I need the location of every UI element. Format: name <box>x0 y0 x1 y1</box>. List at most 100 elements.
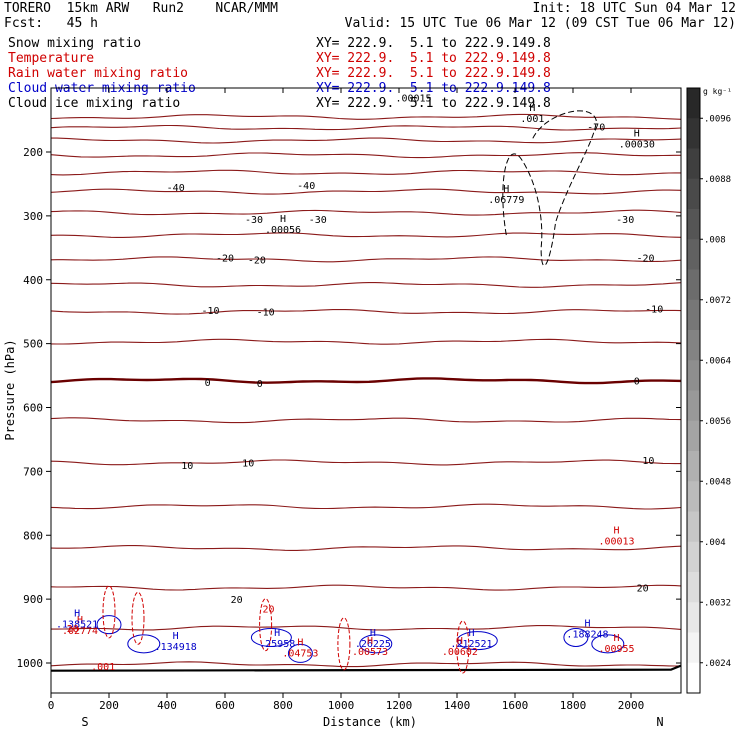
contour-label: 20 <box>262 605 274 616</box>
maximum-value: .001 <box>520 114 544 125</box>
temperature-contour <box>50 256 682 263</box>
temperature-label: 20 <box>637 584 649 595</box>
cloud-ice-contour <box>502 110 597 266</box>
legend-rain-xy: XY= 222.9. 5.1 to 222.9.149.8 <box>316 66 551 81</box>
temperature-label: -30 <box>245 215 263 226</box>
maximum-value: .138521 <box>56 620 98 631</box>
temperature-contours <box>50 113 682 672</box>
colorbar-tick-label: .004 <box>704 538 726 548</box>
init-time: Init: 18 UTC Sun 04 Mar 12 <box>532 1 737 16</box>
maximum-marker: H <box>503 184 509 195</box>
maximum-marker: H <box>280 214 286 225</box>
maximum-marker: H <box>297 637 303 648</box>
colorbar-tick-label: .0056 <box>704 417 731 427</box>
cloud-water-contour <box>287 643 313 663</box>
y-tick-label: 1000 <box>17 657 44 670</box>
temperature-label: 10 <box>642 456 654 467</box>
colorbar-segment <box>687 481 700 512</box>
temperature-label: -20 <box>216 253 234 264</box>
x-axis-north: N <box>656 715 663 729</box>
maximum-value: .25958 <box>259 639 295 650</box>
temperature-label: 10 <box>242 458 254 469</box>
maximum-marker: H <box>77 615 83 626</box>
colorbar-segment <box>687 541 700 573</box>
temperature-label: 20 <box>231 595 243 606</box>
maximum-value: .00056 <box>265 225 301 236</box>
contour-label: .001 <box>91 662 115 673</box>
temperature-contour <box>50 308 682 315</box>
x-tick-label: 200 <box>99 699 119 712</box>
contour-label: .00015 <box>395 94 431 105</box>
temperature-contour <box>50 209 682 216</box>
colorbar-segment <box>687 239 700 270</box>
rain-water-contour <box>337 617 351 671</box>
colorbar-segment <box>687 178 700 210</box>
maximum-marker: H <box>584 618 590 629</box>
temperature-contour <box>50 377 682 385</box>
colorbar-segment <box>687 209 700 240</box>
temperature-label: -30 <box>616 215 634 226</box>
x-axis-label: Distance (km) <box>323 715 417 729</box>
temperature-label: -40 <box>297 181 315 192</box>
x-axis-south: S <box>81 715 88 729</box>
colorbar-segment <box>687 330 700 361</box>
cloud-water-contour <box>359 634 393 654</box>
temperature-contour <box>50 282 682 288</box>
rain-water-contour <box>102 585 116 639</box>
temperature-contour <box>50 338 682 345</box>
maximum-marker: H <box>457 636 463 647</box>
colorbar-segment <box>687 360 700 391</box>
colorbar-segment <box>687 602 700 633</box>
contour-label: 20 <box>67 624 79 635</box>
colorbar-tick-label: .008 <box>704 235 726 245</box>
maximum-value: .00955 <box>598 644 634 655</box>
temperature-contour <box>50 232 682 238</box>
temperature-contour <box>50 584 682 591</box>
colorbar-segment <box>687 572 700 603</box>
temperature-contour <box>51 624 682 631</box>
maximum-value: .06779 <box>488 195 524 206</box>
cloud-water-contour <box>563 627 589 647</box>
maximum-marker: H <box>529 103 535 114</box>
legend-temperature-label: Temperature <box>8 51 95 66</box>
temperature-contour <box>50 169 681 176</box>
maximum-marker: H <box>370 628 376 639</box>
colorbar-segment <box>687 148 700 180</box>
temperature-contour <box>50 417 682 424</box>
y-tick-label: 800 <box>23 529 43 542</box>
maximum-marker: H <box>74 609 80 620</box>
temperature-label: -70 <box>587 122 605 133</box>
temperature-contour <box>50 459 681 466</box>
maximum-value: .00030 <box>619 139 655 150</box>
maximum-value: .02774 <box>62 626 98 637</box>
maximum-marker: H <box>613 526 619 537</box>
rain-water-contour <box>131 591 145 645</box>
maximum-marker: H <box>173 631 179 642</box>
x-tick-label: 0 <box>48 699 55 712</box>
temperature-label: -20 <box>636 253 654 264</box>
x-tick-label: 1600 <box>502 699 529 712</box>
colorbar-tick-label: .0032 <box>704 598 731 608</box>
maximum-value: .212521 <box>450 639 492 650</box>
cloud-water-contour <box>96 615 122 635</box>
temperature-contour <box>50 661 682 668</box>
colorbar-segment <box>687 420 700 452</box>
y-tick-label: 900 <box>23 593 43 606</box>
x-tick-label: 1400 <box>444 699 471 712</box>
rain-water-contour <box>456 620 470 674</box>
temperature-contour <box>51 137 682 144</box>
y-tick-label: 700 <box>23 465 43 478</box>
colorbar-segment <box>687 390 700 422</box>
y-tick-label: 400 <box>23 274 43 287</box>
legend-cloudice-xy: XY= 222.9. 5.1 to 222.9.149.8 <box>316 96 551 111</box>
legend-snow-label: Snow mixing ratio <box>8 36 142 51</box>
temperature-contour <box>50 152 681 159</box>
contour-labels: -40 -40 -70 -30 -30 -30 -20 -20 -20 -10 -10 -10 0 0 0 1… <box>56 94 663 673</box>
x-tick-label: 400 <box>157 699 177 712</box>
cloud-water-contour <box>127 634 161 654</box>
temperature-label: -10 <box>645 304 663 315</box>
temperature-contour <box>50 544 682 551</box>
y-tick-label: 200 <box>23 146 43 159</box>
x-tick-label: 1800 <box>560 699 587 712</box>
